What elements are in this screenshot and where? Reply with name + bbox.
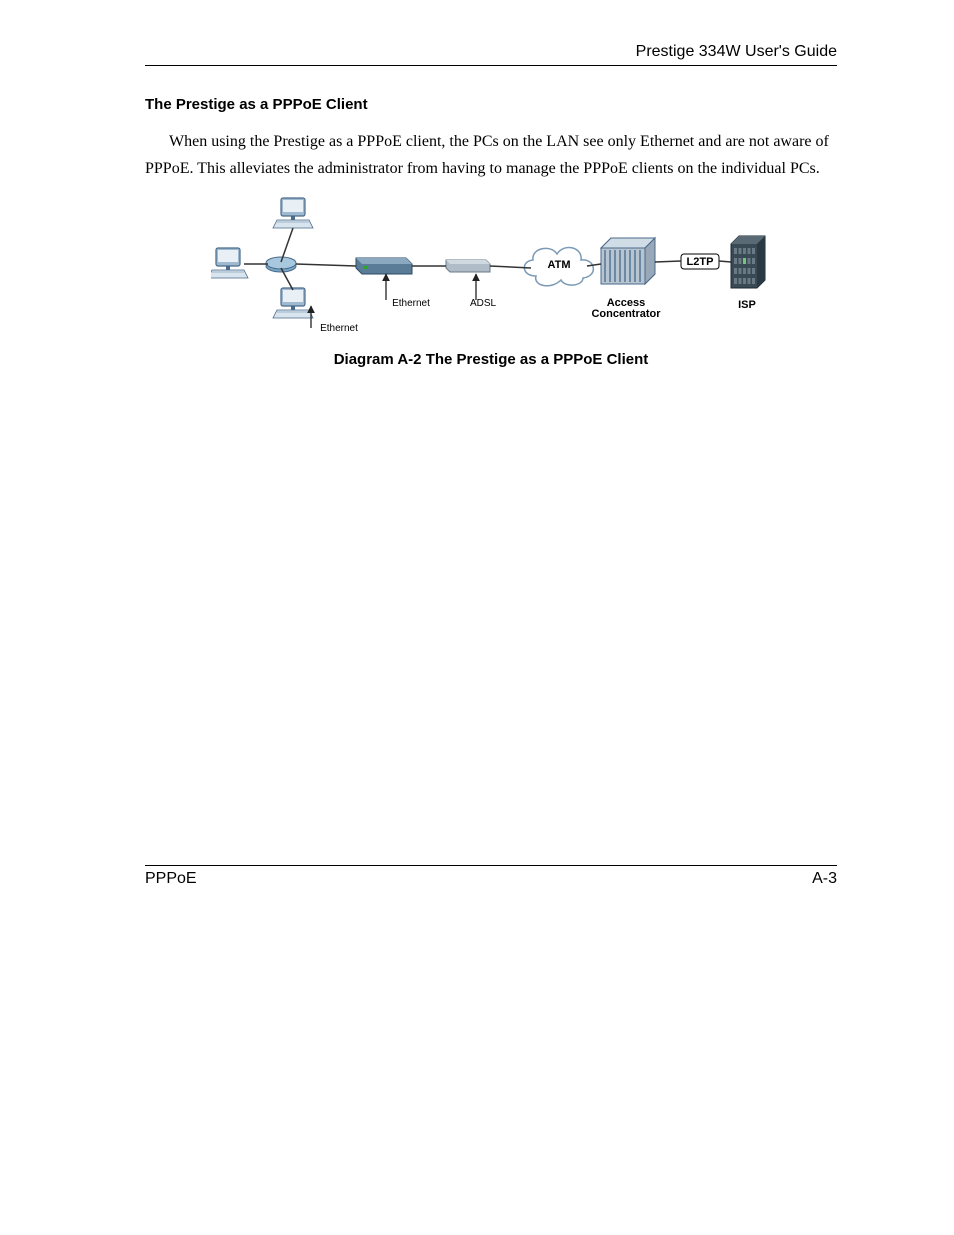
diagram-caption: Diagram A-2 The Prestige as a PPPoE Clie…	[211, 351, 771, 368]
section-heading: The Prestige as a PPPoE Client	[145, 96, 837, 113]
pppoe-diagram: ATM L2TP Ethernet ADSL Ethernet AccessConcent…	[211, 188, 771, 368]
svg-text:ATM: ATM	[547, 259, 570, 271]
footer-left: PPPoE	[145, 870, 197, 888]
header-title: Prestige 334W User's Guide	[145, 43, 837, 61]
svg-text:Ethernet: Ethernet	[392, 298, 430, 309]
svg-text:ISP: ISP	[738, 299, 756, 311]
footer: PPPoE A-3	[145, 865, 837, 888]
svg-text:ADSL: ADSL	[470, 298, 497, 309]
svg-text:Ethernet: Ethernet	[320, 323, 358, 334]
svg-text:AccessConcentrator: AccessConcentrator	[591, 297, 661, 320]
section-paragraph: When using the Prestige as a PPPoE clien…	[145, 128, 837, 182]
svg-text:L2TP: L2TP	[687, 256, 714, 268]
header: Prestige 334W User's Guide	[145, 43, 837, 66]
footer-right: A-3	[812, 870, 837, 888]
